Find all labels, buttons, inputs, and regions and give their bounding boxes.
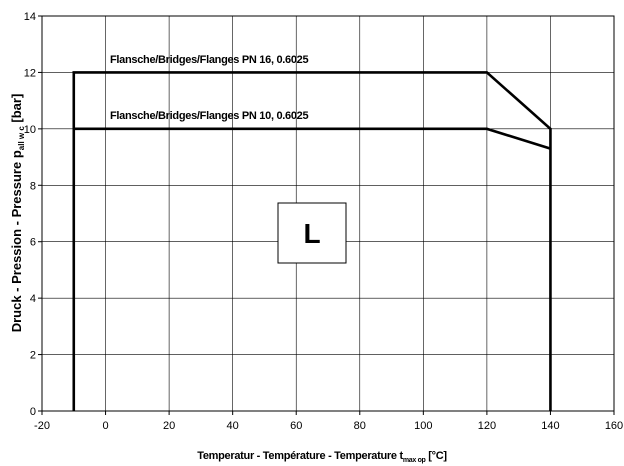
y-tick-label: 10 [24, 124, 36, 136]
region-box: L [277, 202, 347, 264]
x-tick-label: 20 [163, 420, 175, 432]
x-tick-label: 120 [478, 420, 496, 432]
x-tick-label: 140 [541, 420, 559, 432]
x-axis-title: Temperatur - Température - Temperature t… [197, 450, 447, 464]
y-tick-label: 4 [30, 293, 36, 305]
plot-frame [41, 15, 615, 412]
series-line-pn10 [73, 127, 551, 150]
series-layer [72, 71, 552, 411]
x-axis-title-unit: [°C] [426, 450, 448, 462]
y-tick-label: 6 [30, 237, 36, 249]
x-tick-label: 60 [290, 420, 302, 432]
y-tick-label: 14 [24, 11, 36, 23]
region-label: L [303, 218, 320, 249]
y-axis-title: Druck - Pression - Pressure pall w c [ba… [9, 94, 26, 333]
x-tick-label: 0 [102, 420, 108, 432]
y-tick-label: 0 [30, 406, 36, 418]
y-axis-title-unit: [bar] [9, 94, 24, 127]
y-axis-title-sub: all w c [17, 126, 26, 151]
series-label-pn10: Flansche/Bridges/Flanges PN 10, 0.6025 [110, 110, 308, 122]
x-axis-title-main: Temperatur - Température - Temperature t [197, 450, 403, 462]
series-label-pn16: Flansche/Bridges/Flanges PN 16, 0.6025 [110, 54, 308, 66]
x-tick-label: 160 [605, 420, 623, 432]
y-tick-label: 8 [30, 180, 36, 192]
y-axis-title-main: Druck - Pression - Pressure p [9, 150, 24, 332]
x-tick-label: 100 [414, 420, 432, 432]
x-axis-title-sub: max op [403, 457, 426, 464]
region-label-box [277, 202, 347, 264]
y-tick-label: 2 [30, 350, 36, 362]
y-tick-label: 12 [24, 67, 36, 79]
ticks-layer: -20 0 20 40 60 80 100 120 140 160 0 2 4 6 8 10 12 14 [24, 11, 623, 432]
series-line-pn16 [72, 71, 552, 411]
x-tick-label: -20 [34, 420, 50, 432]
x-tick-label: 80 [354, 420, 366, 432]
x-tick-label: 40 [227, 420, 239, 432]
